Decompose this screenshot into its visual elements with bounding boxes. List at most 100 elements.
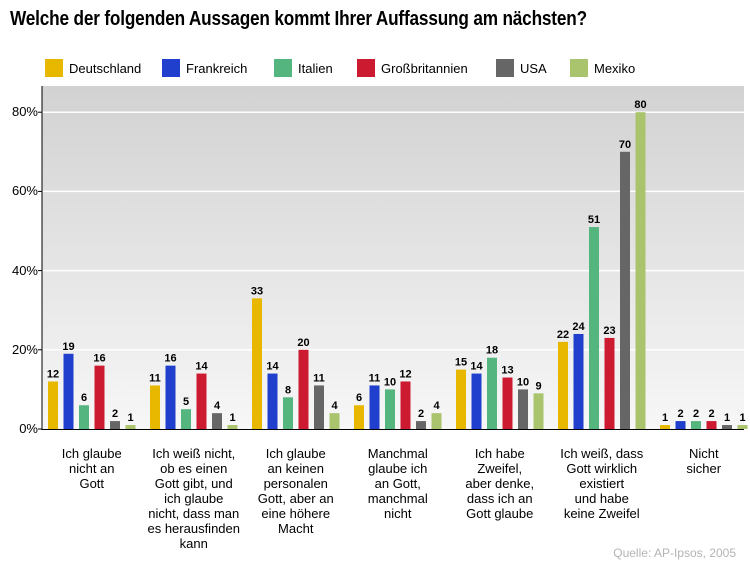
bar-value-label: 10 bbox=[384, 376, 396, 388]
y-tick-label: 60% bbox=[11, 183, 38, 199]
bar-frankreich bbox=[675, 421, 686, 429]
bar-value-label: 14 bbox=[195, 361, 208, 373]
bar-value-label: 18 bbox=[486, 345, 498, 357]
category-label: Ich glaube an keinen personalen Gott, ab… bbox=[257, 446, 334, 536]
bar-deutschland bbox=[150, 385, 160, 429]
legend-swatch-frankreich bbox=[162, 59, 180, 77]
legend-label-usa: USA bbox=[520, 60, 547, 76]
bar-italien bbox=[181, 409, 191, 429]
bar-value-label: 1 bbox=[229, 412, 235, 424]
category-label: Nicht sicher bbox=[686, 446, 722, 476]
legend-swatch-mexiko bbox=[570, 59, 588, 77]
bar-value-label: 9 bbox=[535, 380, 541, 392]
bar-value-label: 22 bbox=[557, 329, 569, 341]
bar-value-label: 4 bbox=[433, 400, 440, 412]
bar-value-label: 24 bbox=[572, 321, 585, 333]
legend-item-grossbritannien: Großbritannien bbox=[357, 59, 468, 77]
y-tick-label: 20% bbox=[11, 341, 38, 357]
category-label: Ich glaube nicht an Gott bbox=[61, 446, 122, 491]
bar-value-label: 4 bbox=[214, 400, 221, 412]
bar-deutschland bbox=[252, 298, 262, 429]
bar-italien bbox=[79, 405, 89, 429]
bar-value-label: 23 bbox=[603, 325, 615, 337]
legend-label-grossbritannien: Großbritannien bbox=[381, 60, 468, 76]
bar-value-label: 16 bbox=[164, 353, 176, 365]
bar-value-label: 10 bbox=[517, 376, 529, 388]
bar-mexiko bbox=[533, 393, 544, 429]
bar-usa bbox=[314, 385, 324, 429]
bar-italien bbox=[283, 397, 293, 429]
category-label: Ich weiß nicht, ob es einen Gott gibt, u… bbox=[147, 446, 240, 551]
bar-value-label: 12 bbox=[47, 368, 59, 380]
chart-title: Welche der folgenden Aussagen kommt Ihre… bbox=[10, 8, 587, 30]
bar-value-label: 12 bbox=[399, 368, 411, 380]
bar-usa bbox=[212, 413, 222, 429]
bar-value-label: 14 bbox=[266, 361, 279, 373]
bar-usa bbox=[110, 421, 120, 429]
bar-value-label: 80 bbox=[634, 99, 646, 111]
bar-value-label: 1 bbox=[739, 412, 745, 424]
bar-italien bbox=[691, 421, 701, 429]
legend-swatch-italien bbox=[274, 59, 292, 77]
bar-value-label: 16 bbox=[93, 353, 105, 365]
legend-item-deutschland: Deutschland bbox=[45, 59, 141, 77]
bar-frankreich bbox=[369, 385, 380, 429]
legend-item-mexiko: Mexiko bbox=[570, 59, 635, 77]
legend-label-frankreich: Frankreich bbox=[186, 60, 248, 76]
bar-value-label: 1 bbox=[724, 412, 730, 424]
bar-deutschland bbox=[48, 381, 58, 429]
bar-deutschland bbox=[558, 341, 568, 429]
bar-frankreich bbox=[63, 353, 74, 429]
bar-mexiko bbox=[227, 425, 238, 429]
bar-value-label: 11 bbox=[149, 372, 161, 384]
legend-swatch-usa bbox=[496, 59, 514, 77]
legend-label-mexiko: Mexiko bbox=[594, 60, 636, 76]
category-label: Ich weiß, dass Gott wirklich existiert u… bbox=[560, 446, 644, 521]
bar-mexiko bbox=[329, 413, 340, 429]
bar-value-label: 1 bbox=[127, 412, 133, 424]
bar-usa bbox=[620, 151, 630, 430]
y-tick-label: 40% bbox=[11, 262, 38, 278]
bar-value-label: 1 bbox=[662, 412, 668, 424]
bar-usa bbox=[416, 421, 426, 429]
bar-value-label: 70 bbox=[619, 139, 631, 151]
bar-value-label: 6 bbox=[81, 392, 87, 404]
legend-label-deutschland: Deutschland bbox=[69, 60, 142, 76]
source-note: Quelle: AP-Ipsos, 2005 bbox=[613, 546, 736, 560]
bar-value-label: 4 bbox=[331, 400, 338, 412]
bar-value-label: 11 bbox=[369, 372, 381, 384]
bar-value-label: 15 bbox=[455, 357, 467, 369]
bar-grossbritannien bbox=[298, 349, 309, 429]
bar-grossbritannien bbox=[196, 373, 207, 429]
bar-usa bbox=[518, 389, 528, 429]
bar-frankreich bbox=[573, 333, 584, 429]
bar-mexiko bbox=[737, 425, 748, 429]
bar-frankreich bbox=[471, 373, 482, 429]
bar-value-label: 2 bbox=[418, 408, 424, 420]
bar-value-label: 8 bbox=[285, 384, 291, 396]
bar-value-label: 6 bbox=[356, 392, 362, 404]
bar-value-label: 2 bbox=[708, 408, 714, 420]
bar-grossbritannien bbox=[502, 377, 513, 429]
legend-item-usa: USA bbox=[496, 59, 547, 77]
bar-deutschland bbox=[660, 425, 670, 429]
bar-value-label: 19 bbox=[62, 341, 74, 353]
bar-deutschland bbox=[354, 405, 364, 429]
bar-value-label: 11 bbox=[313, 372, 325, 384]
bar-value-label: 20 bbox=[297, 337, 309, 349]
bar-grossbritannien bbox=[400, 381, 411, 429]
y-tick-label: 0% bbox=[19, 421, 38, 436]
legend-swatch-deutschland bbox=[45, 59, 63, 77]
bar-mexiko bbox=[635, 112, 646, 429]
category-label: Ich habe Zweifel, aber denke, dass ich a… bbox=[465, 446, 535, 521]
bar-deutschland bbox=[456, 369, 466, 429]
bar-value-label: 33 bbox=[251, 285, 263, 297]
bar-frankreich bbox=[165, 365, 176, 429]
category-label: Manchmal glaube ich an Gott, manchmal ni… bbox=[367, 446, 428, 521]
bar-mexiko bbox=[125, 425, 136, 429]
bar-grossbritannien bbox=[94, 365, 105, 429]
legend-item-frankreich: Frankreich bbox=[162, 59, 247, 77]
legend-item-italien: Italien bbox=[274, 59, 333, 77]
legend-label-italien: Italien bbox=[298, 60, 333, 76]
